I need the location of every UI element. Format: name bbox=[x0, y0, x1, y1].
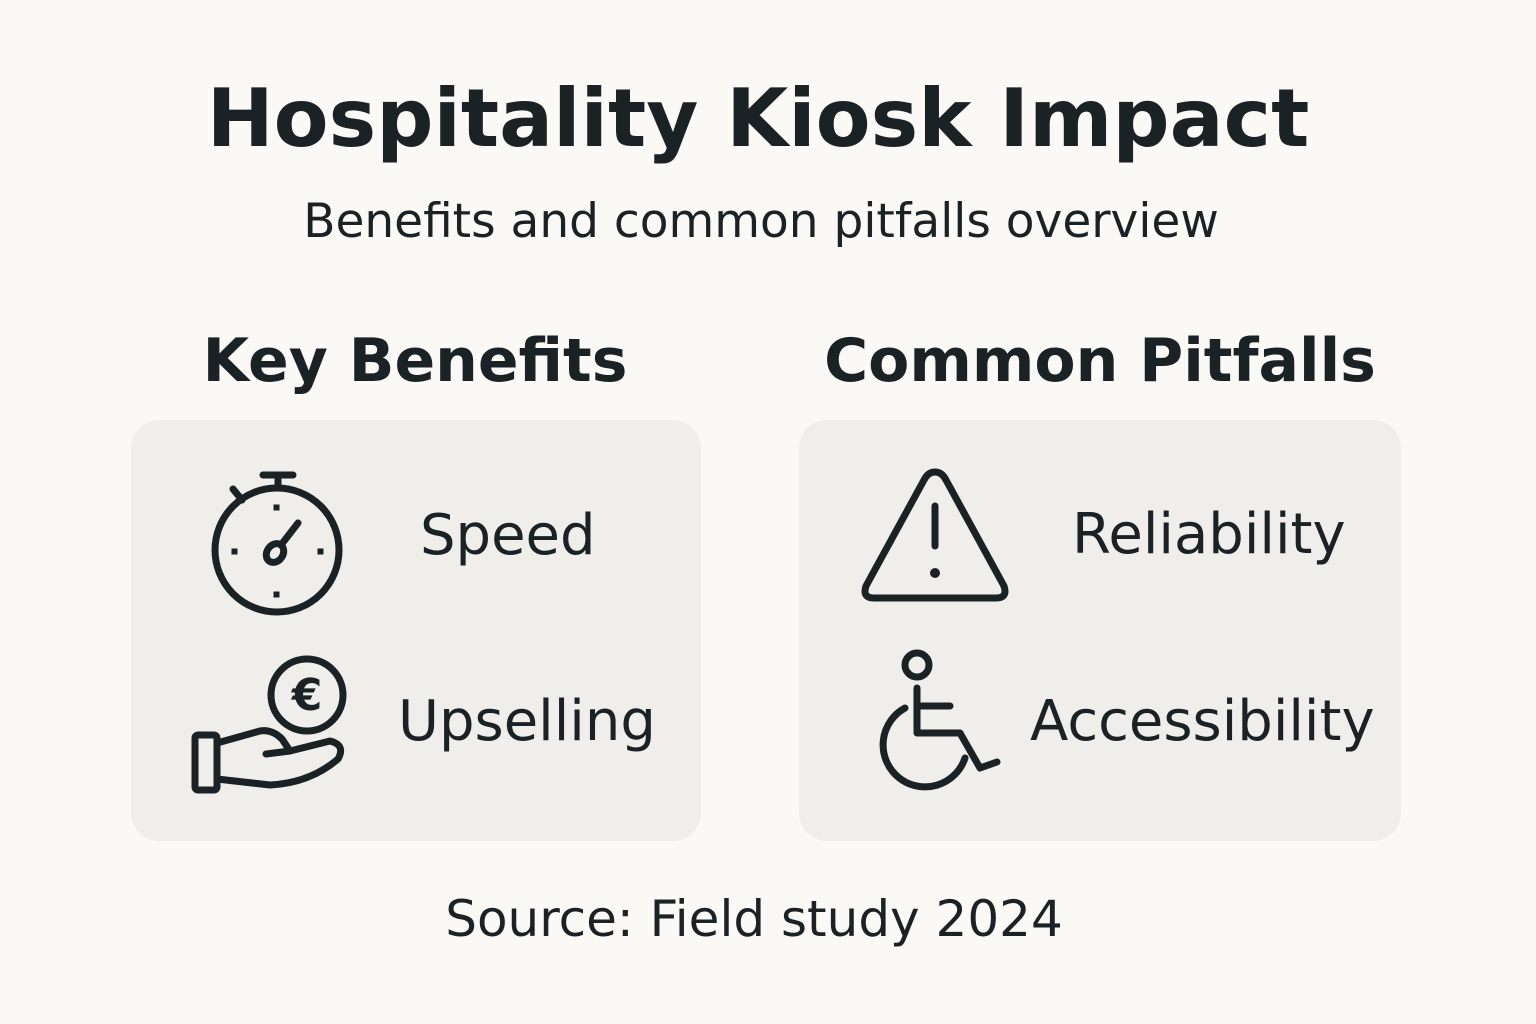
wheelchair-icon bbox=[879, 649, 1001, 791]
benefits-heading: Key Benefits bbox=[202, 326, 628, 396]
benefit-speed-label: Speed bbox=[420, 503, 596, 568]
pitfalls-panel bbox=[799, 420, 1401, 841]
benefit-upselling-label: Upselling bbox=[398, 689, 656, 754]
benefits-panel bbox=[131, 420, 701, 841]
source-note: Source: Field study 2024 bbox=[445, 890, 1063, 948]
pitfall-accessibility-label: Accessibility bbox=[1030, 689, 1375, 754]
warning-icon bbox=[861, 468, 1009, 602]
svg-text:€: € bbox=[291, 670, 323, 721]
hand-coin-icon: € bbox=[191, 655, 347, 794]
pitfall-reliability-label: Reliability bbox=[1072, 502, 1346, 567]
page-subtitle: Benefits and common pitfalls overview bbox=[303, 194, 1219, 249]
pitfalls-heading: Common Pitfalls bbox=[824, 326, 1376, 396]
stopwatch-icon bbox=[211, 471, 343, 616]
page-title: Hospitality Kiosk Impact bbox=[206, 72, 1310, 165]
